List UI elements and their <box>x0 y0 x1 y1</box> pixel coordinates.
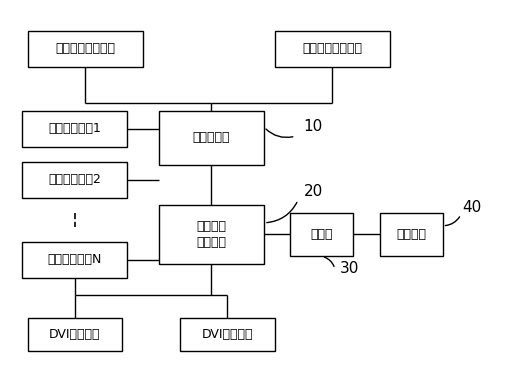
Text: 图像处理装置1: 图像处理装置1 <box>49 122 101 135</box>
Text: 图像处理装置N: 图像处理装置N <box>48 254 102 266</box>
Text: 中央处理器: 中央处理器 <box>193 131 230 145</box>
FancyBboxPatch shape <box>27 318 122 351</box>
Text: 控制指令输出接口: 控制指令输出接口 <box>302 42 362 55</box>
Text: 逻辑板: 逻辑板 <box>310 228 333 241</box>
Text: 显示面板: 显示面板 <box>396 228 426 241</box>
Text: DVI输出接口: DVI输出接口 <box>202 328 253 341</box>
FancyBboxPatch shape <box>27 30 143 67</box>
Text: DVI输入接口: DVI输入接口 <box>49 328 101 341</box>
FancyBboxPatch shape <box>22 111 127 147</box>
Text: 20: 20 <box>304 184 323 199</box>
FancyBboxPatch shape <box>275 30 390 67</box>
FancyBboxPatch shape <box>380 212 442 256</box>
FancyBboxPatch shape <box>290 212 353 256</box>
Text: 10: 10 <box>304 119 323 134</box>
Text: 30: 30 <box>340 261 360 276</box>
FancyBboxPatch shape <box>22 161 127 198</box>
Text: 数字信号
处理装置: 数字信号 处理装置 <box>196 220 227 249</box>
Text: 控制指令输入接口: 控制指令输入接口 <box>55 42 116 55</box>
FancyBboxPatch shape <box>180 318 275 351</box>
Text: 40: 40 <box>463 200 482 215</box>
FancyBboxPatch shape <box>159 111 264 165</box>
Text: 图像处理装置2: 图像处理装置2 <box>49 173 101 186</box>
FancyBboxPatch shape <box>159 206 264 264</box>
FancyBboxPatch shape <box>22 242 127 278</box>
